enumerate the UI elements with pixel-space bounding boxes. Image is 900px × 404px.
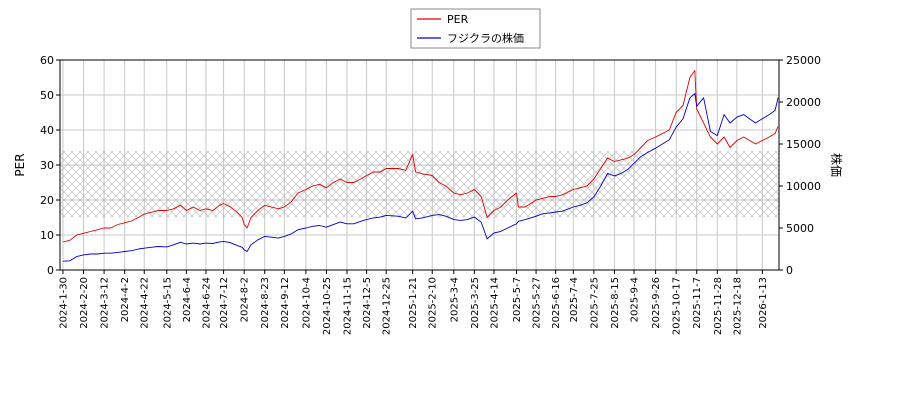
y-right-tick-label: 0 bbox=[786, 264, 793, 277]
legend-box bbox=[410, 8, 541, 49]
shaded-band-area bbox=[60, 151, 779, 218]
x-tick-label: 2024-10-25 bbox=[322, 277, 333, 335]
x-tick-label: 2025-1-21 bbox=[408, 277, 419, 329]
y-left-tick-label: 20 bbox=[40, 194, 54, 207]
series-line-per bbox=[62, 70, 779, 243]
y-right-axis-label: 株価 bbox=[829, 153, 844, 177]
x-tick-label: 2025-5-7 bbox=[512, 277, 523, 322]
x-tick-label: 2025-4-14 bbox=[489, 277, 500, 329]
x-tick-label: 2025-12-18 bbox=[732, 277, 743, 335]
plot-frame bbox=[59, 59, 780, 271]
y-left-tick-label: 40 bbox=[40, 124, 54, 137]
x-tick-label: 2025-2-10 bbox=[428, 277, 439, 329]
x-tick-label: 2024-4-2 bbox=[120, 277, 131, 322]
x-tick-label: 2025-6-16 bbox=[551, 277, 562, 329]
x-tick-label: 2024-10-4 bbox=[301, 277, 312, 329]
x-tick-label: 2025-9-26 bbox=[651, 277, 662, 329]
x-tick-label: 2024-2-20 bbox=[79, 277, 90, 329]
y-right-tick-label: 25000 bbox=[786, 54, 821, 67]
x-tick-label: 2026-1-13 bbox=[758, 277, 769, 329]
x-tick-label: 2025-9-4 bbox=[630, 277, 641, 322]
legend: PER フジクラの株価 bbox=[410, 8, 541, 49]
axes: 2024-1-30 2024-2-20 2024-3-12 2024-4-2 2024-… bbox=[13, 54, 844, 335]
x-tick-label: 2024-1-30 bbox=[58, 277, 69, 329]
x-tick-label: 2024-12-5 bbox=[362, 277, 373, 329]
x-tick-label: 2024-8-2 bbox=[240, 277, 251, 322]
y-right-tick-label: 5000 bbox=[786, 222, 814, 235]
y-left-tick-label: 60 bbox=[40, 54, 54, 67]
series-lines bbox=[62, 70, 779, 262]
x-tick-label: 2025-7-4 bbox=[569, 277, 580, 322]
shaded-band bbox=[60, 151, 779, 218]
y-right-tick-label: 20000 bbox=[786, 96, 821, 109]
y-left-axis-label: PER bbox=[13, 153, 27, 176]
x-tick-label: 2025-5-27 bbox=[532, 277, 543, 329]
x-tick-label: 2025-11-28 bbox=[713, 277, 724, 335]
x-tick-label: 2024-8-23 bbox=[260, 277, 271, 329]
legend-label-price: フジクラの株価 bbox=[447, 31, 524, 45]
x-tick-label: 2024-12-25 bbox=[382, 277, 393, 335]
x-tick-label: 2025-3-25 bbox=[470, 277, 481, 329]
series-line-price bbox=[62, 93, 779, 262]
x-tick-label: 2024-4-22 bbox=[140, 277, 151, 329]
x-tick-label: 2025-10-17 bbox=[672, 277, 683, 335]
legend-label-per: PER bbox=[447, 13, 469, 26]
y-left-tick-label: 30 bbox=[40, 159, 54, 172]
x-tick-label: 2024-3-12 bbox=[100, 277, 111, 329]
x-tick-label: 2024-6-24 bbox=[201, 277, 212, 329]
x-tick-label: 2025-3-4 bbox=[449, 277, 460, 322]
y-left-tick-label: 10 bbox=[40, 229, 54, 242]
x-tick-label: 2024-5-15 bbox=[162, 277, 173, 329]
y-left-tick-label: 50 bbox=[40, 89, 54, 102]
x-tick-label: 2025-11-7 bbox=[692, 277, 703, 329]
x-tick-label: 2024-6-4 bbox=[182, 277, 193, 322]
x-tick-label: 2024-11-15 bbox=[343, 277, 354, 335]
y-right-tick-label: 10000 bbox=[786, 180, 821, 193]
x-tick-label: 2024-7-12 bbox=[219, 277, 230, 329]
y-right-tick-label: 15000 bbox=[786, 138, 821, 151]
y-left-tick-label: 0 bbox=[47, 264, 54, 277]
x-tick-label: 2025-8-15 bbox=[610, 277, 621, 329]
x-tick-label: 2025-7-25 bbox=[589, 277, 600, 329]
x-tick-label: 2024-9-12 bbox=[280, 277, 291, 329]
